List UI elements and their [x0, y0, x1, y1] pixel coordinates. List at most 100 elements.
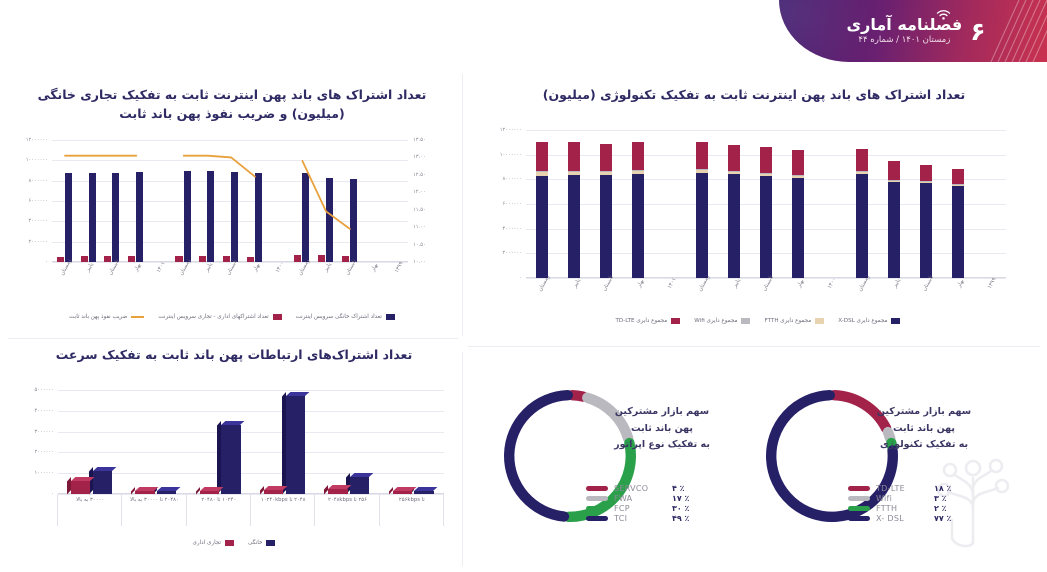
legend-item: مجموع دایری Wifi [694, 318, 751, 324]
donut-legend-swatch [848, 486, 870, 491]
bar-stack-segment [599, 171, 613, 172]
bar-business-3d [259, 486, 288, 495]
legend-item: مجموع دایری FTTH [764, 318, 825, 324]
bar-side-face [281, 392, 286, 495]
gridline [52, 221, 408, 223]
legend-swatch [741, 318, 751, 324]
donut-legend-label: FTTH [876, 504, 898, 513]
x-axis-tick-label: پاییز [204, 261, 214, 273]
donut-legend-swatch [586, 486, 608, 491]
donut-legend-swatch [848, 496, 870, 501]
bar-business [294, 254, 302, 262]
donut-legend-row: TD-LTE ۱۸ ٪ [848, 484, 951, 493]
tci-tree-logo-icon [936, 458, 1010, 548]
bar-top-face [350, 473, 374, 478]
legend-swatch [131, 315, 145, 319]
x-axis-tick-label: بهار [133, 262, 143, 273]
donut-legend-label: TD-LTE [876, 484, 906, 493]
bar-side-face [217, 421, 222, 495]
bar-stack-segment [855, 148, 869, 172]
y-axis-tick: ۸۰۰۰۰۰۰ [502, 176, 522, 183]
bar-business [80, 256, 88, 262]
bar-stack-segment [759, 173, 773, 177]
y-axis-tick: ۴۰۰۰۰۰۰ [28, 218, 48, 225]
bar-stack-segment [855, 174, 869, 278]
y-axis-tick-right: ۱۳.۵۰ [413, 137, 426, 143]
x-axis-tick-label: بهار [796, 278, 806, 289]
legend-swatch [266, 540, 276, 546]
bar-business-3d [66, 477, 95, 495]
bar-stack-segment [887, 182, 901, 278]
bar-stack-segment [791, 175, 805, 179]
donut-arc-fwa [582, 392, 634, 444]
chart-1-title: تعداد اشتراک های باند پهن اینترنت ثابت ب… [37, 87, 427, 121]
donut-title-line: پهن باند ثابت [631, 422, 693, 434]
donut-legend-label: Wifi [876, 494, 893, 503]
bar-stack-segment [887, 180, 901, 183]
divider-vertical-2 [462, 352, 463, 566]
panel-broadband-by-segment: تعداد اشتراک های باند پهن اینترنت ثابت ب… [10, 82, 454, 338]
chart-3-title: تعداد اشتراک‌های ارتباطات پهن باند ثابت … [55, 347, 413, 362]
bar-stack-segment [855, 171, 869, 172]
legend-item: ضریب نفوذ پهن باند ثابت [69, 314, 145, 320]
y-axis-tick: ۱۰۰۰۰۰۰۰ [25, 157, 48, 164]
y-axis-tick-right: ۱۱.۰۰ [413, 224, 426, 231]
donut-market-share-by-technology: سهم بازار مشترکین پهن باند ثابت به تفکیک ت… [742, 360, 1042, 566]
bar-household [230, 171, 239, 262]
y-axis-tick: ۰ [519, 275, 522, 281]
y-axis-tick: ۳۰۰۰۰۰۰ [34, 428, 54, 435]
y-axis-tick-right: ۱۱.۵۰ [413, 206, 426, 213]
bar-household [207, 171, 215, 262]
x-axis-tick-label: پاییز [322, 261, 333, 273]
y-axis-tick: ۶۰۰۰۰۰۰ [28, 198, 48, 204]
donut-legend-label: FWA [614, 494, 633, 503]
bar-face [285, 396, 306, 494]
bar-stack-segment [951, 186, 965, 278]
panel-broadband-by-speed: تعداد اشتراک‌های ارتباطات پهن باند ثابت … [8, 344, 460, 566]
ribbon-gloss [779, 0, 889, 62]
legend-item: خانگی [248, 540, 276, 546]
header-ribbon: ۶ فصلنامه آماری زمستان ۱۴۰۱ / شماره ۴۴ [779, 0, 1047, 62]
donut-legend-swatch [586, 506, 608, 511]
y-axis-tick: ۱۲۰۰۰۰۰۰ [499, 127, 522, 133]
y-axis-tick: ۲۰۰۰۰۰۰ [28, 238, 48, 245]
bar-face [135, 491, 155, 494]
gridline [58, 494, 444, 495]
y-axis-tick: ۱۰۰۰۰۰۰ [34, 470, 54, 477]
donut-title-line: سهم بازار مشترکین [614, 406, 710, 417]
bar-business [104, 256, 112, 262]
bar-stack-segment [919, 164, 933, 181]
bar-household [88, 172, 96, 262]
y-axis-tick: ۴۰۰۰۰۰۰ [502, 225, 522, 232]
bar-household [112, 172, 120, 262]
bar-top-face [392, 487, 417, 491]
legend-label: مجموع دایری TD-LTE [615, 318, 668, 324]
bar-top-face [414, 487, 439, 491]
bar-stack-segment [631, 170, 645, 174]
category-separator [378, 494, 380, 526]
x-axis-category-label: ۲۰۴۸ تا ۱۰۲۴۰kbps [260, 497, 306, 503]
bar-business-3d [131, 487, 159, 495]
ribbon-stripes-icon [990, 0, 1047, 62]
bar-household [349, 178, 357, 262]
bar-stack-segment [599, 175, 613, 278]
bar-stack-segment [599, 143, 613, 172]
bar-face [70, 481, 91, 494]
donut-legend-row: SERVCO ۴ ٪ [586, 484, 689, 493]
bar-household [64, 172, 72, 262]
bar-business [317, 254, 325, 262]
bar-household [136, 172, 144, 262]
y-axis-tick: ۲۰۰۰۰۰۰ [502, 250, 522, 257]
category-separator [250, 494, 251, 526]
donut-legend-row: TCI ۴۹ ٪ [586, 514, 689, 523]
donut-legend-label: X- DSL [876, 514, 905, 523]
divider-horizontal-left [8, 338, 458, 339]
gridline [58, 431, 444, 433]
issue-number: ۶ [970, 16, 986, 46]
x-axis-tick-label: پاییز [891, 277, 902, 289]
donut-legend-value: ۳ ٪ [934, 494, 947, 503]
x-axis-category-label: ۱۰۲۴۰ تا ۲۰۴۸۰ [201, 497, 237, 503]
donut-legend-row: X- DSL ۷۷ ٪ [848, 514, 951, 523]
donut-arc-tci [504, 390, 573, 522]
